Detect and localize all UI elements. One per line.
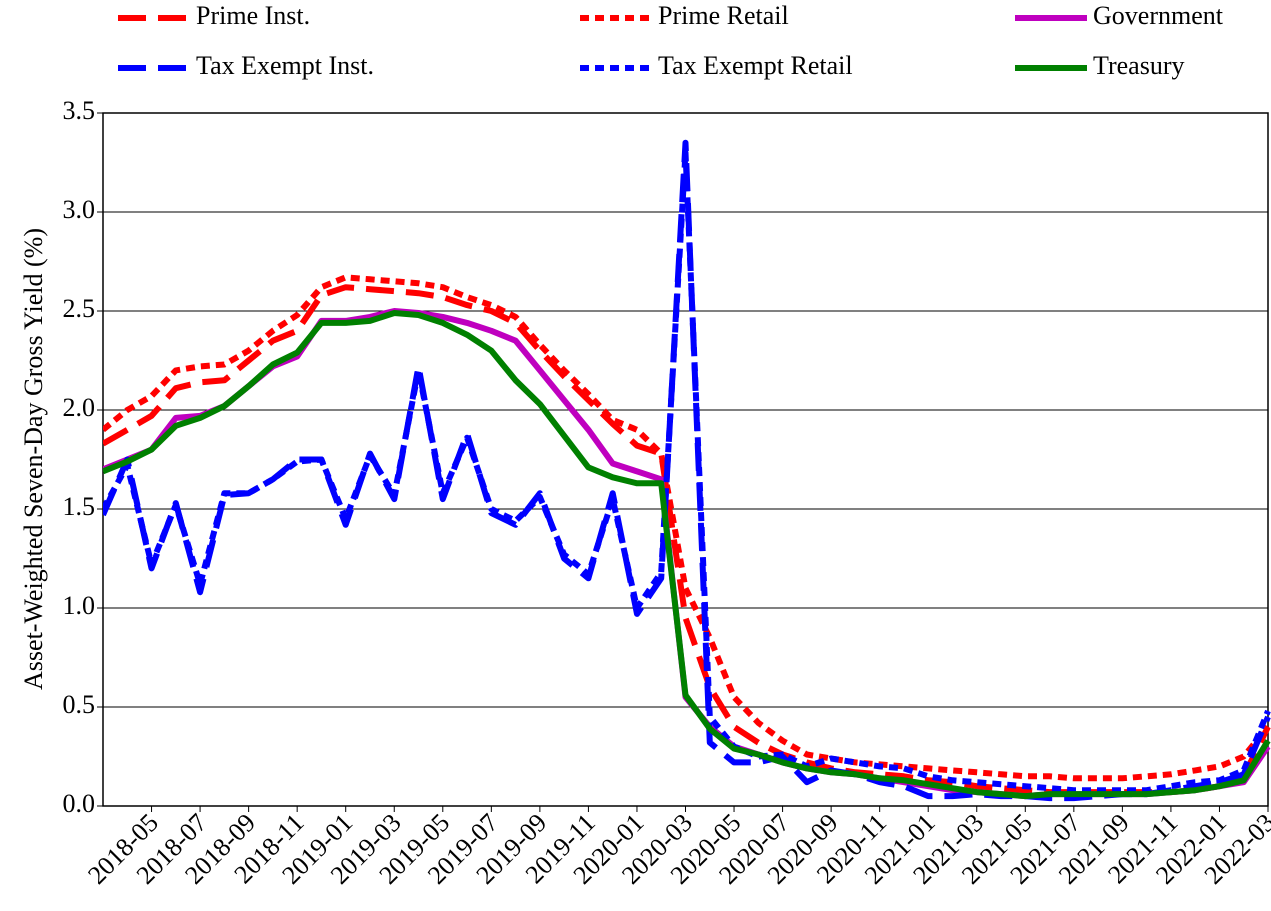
legend-label: Tax Exempt Inst.: [196, 51, 374, 80]
y-tick-label: 0.5: [63, 690, 96, 719]
y-tick-label: 3.0: [63, 195, 96, 224]
legend-label: Government: [1093, 1, 1224, 30]
y-tick-label: 0.0: [63, 789, 96, 818]
series-line: [103, 308, 1271, 800]
y-tick-label: 3.5: [63, 96, 96, 125]
series-line: [103, 274, 1271, 782]
legend-label: Treasury: [1093, 51, 1184, 80]
legend-label: Tax Exempt Retail: [658, 51, 853, 80]
series-line: [103, 310, 1271, 800]
series-line: [103, 139, 1271, 802]
legend-label: Prime Inst.: [196, 1, 310, 30]
y-tick-label: 1.0: [63, 591, 96, 620]
legend-label: Prime Retail: [658, 1, 789, 30]
y-tick-label: 1.5: [63, 492, 96, 521]
y-tick-label: 2.5: [63, 294, 96, 323]
plot-frame: [102, 112, 1269, 807]
series-line: [103, 149, 1271, 794]
y-tick-label: 2.0: [63, 393, 96, 422]
y-axis-label: Asset-Weighted Seven-Day Gross Yield (%): [19, 228, 48, 690]
